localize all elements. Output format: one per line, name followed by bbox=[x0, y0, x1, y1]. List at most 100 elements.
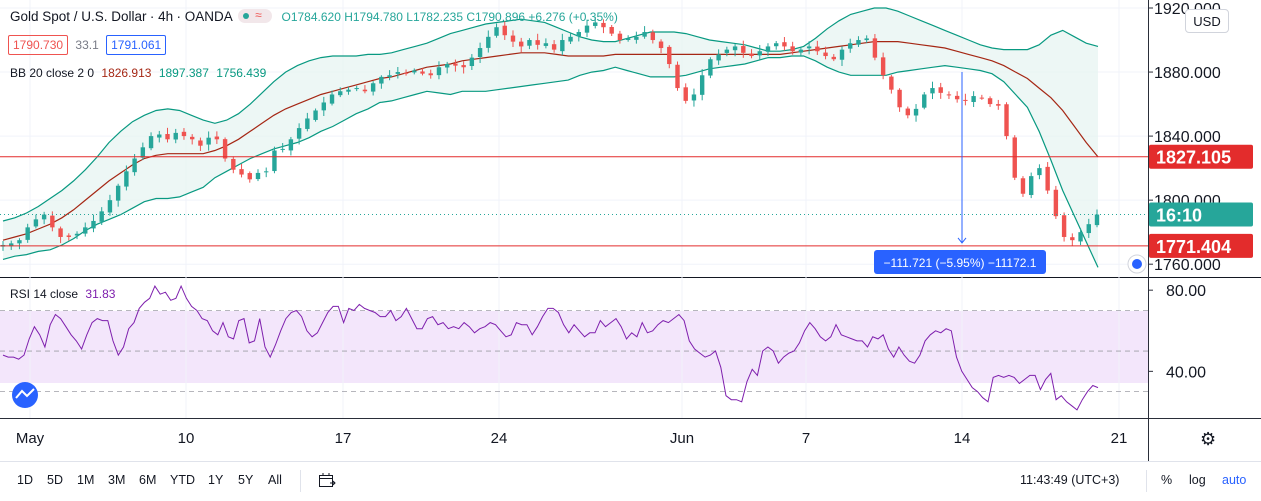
measure-label-bg[interactable] bbox=[874, 250, 1046, 274]
candle-body[interactable] bbox=[790, 46, 795, 52]
candle-body[interactable] bbox=[222, 139, 228, 159]
candle-body[interactable] bbox=[642, 32, 647, 37]
log-toggle[interactable]: log bbox=[1189, 473, 1206, 487]
candle-body[interactable] bbox=[864, 38, 869, 41]
candle-body[interactable] bbox=[132, 158, 137, 173]
candle-body[interactable] bbox=[593, 22, 598, 26]
candle-body[interactable] bbox=[231, 158, 236, 170]
candle-body[interactable] bbox=[905, 108, 911, 116]
candle-body[interactable] bbox=[99, 211, 104, 222]
candle-body[interactable] bbox=[189, 136, 195, 140]
sell-button[interactable]: 1790.730 bbox=[8, 35, 69, 55]
candle-body[interactable] bbox=[173, 132, 178, 140]
candles[interactable] bbox=[0, 16, 1100, 251]
candle-body[interactable] bbox=[806, 46, 812, 49]
candle-body[interactable] bbox=[913, 108, 919, 116]
candle-body[interactable] bbox=[17, 240, 22, 244]
symbol-name[interactable]: Gold Spot / U.S. Dollar bbox=[10, 9, 147, 24]
candle-body[interactable] bbox=[288, 139, 294, 151]
candle-body[interactable] bbox=[535, 40, 540, 45]
candle-body[interactable] bbox=[889, 76, 894, 90]
candle-body[interactable] bbox=[420, 71, 425, 74]
candle-body[interactable] bbox=[872, 38, 878, 58]
candle-body[interactable] bbox=[403, 72, 409, 74]
candle-body[interactable] bbox=[584, 25, 590, 33]
candle-body[interactable] bbox=[510, 35, 516, 42]
range-all[interactable]: All bbox=[268, 473, 282, 487]
candle-body[interactable] bbox=[741, 46, 746, 53]
candle-body[interactable] bbox=[115, 185, 121, 201]
candle-body[interactable] bbox=[1012, 137, 1017, 178]
candle-body[interactable] bbox=[650, 32, 656, 41]
candle-body[interactable] bbox=[1086, 224, 1091, 234]
candle-body[interactable] bbox=[1004, 104, 1009, 137]
candle-body[interactable] bbox=[58, 228, 63, 237]
date-range-icon[interactable] bbox=[318, 472, 336, 491]
candle-body[interactable] bbox=[576, 32, 581, 37]
buy-button[interactable]: 1791.061 bbox=[106, 35, 167, 55]
candle-body[interactable] bbox=[839, 49, 845, 60]
candle-body[interactable] bbox=[148, 136, 154, 149]
settings-gear-icon[interactable]: ⚙ bbox=[1200, 429, 1216, 450]
candle-body[interactable] bbox=[757, 51, 762, 56]
range-1m[interactable]: 1M bbox=[77, 473, 95, 487]
candle-body[interactable] bbox=[313, 110, 318, 120]
candle-body[interactable] bbox=[272, 150, 277, 172]
candle-body[interactable] bbox=[823, 52, 828, 57]
candle-body[interactable] bbox=[198, 140, 203, 146]
candle-body[interactable] bbox=[609, 27, 614, 34]
candle-body[interactable] bbox=[461, 65, 466, 68]
candle-body[interactable] bbox=[1020, 178, 1026, 194]
candle-body[interactable] bbox=[601, 22, 606, 28]
candle-body[interactable] bbox=[551, 44, 557, 50]
range-5y[interactable]: 5Y bbox=[238, 473, 254, 487]
candle-body[interactable] bbox=[922, 94, 927, 108]
bb-legend[interactable]: BB 20 close 2 0 1826.913 1897.387 1756.4… bbox=[10, 65, 266, 81]
candle-body[interactable] bbox=[264, 171, 269, 173]
candle-body[interactable] bbox=[765, 46, 771, 52]
candle-body[interactable] bbox=[329, 94, 335, 104]
candle-body[interactable] bbox=[699, 75, 705, 95]
candle-body[interactable] bbox=[181, 131, 187, 137]
candle-body[interactable] bbox=[527, 40, 532, 46]
candle-body[interactable] bbox=[74, 233, 80, 236]
clock-readout[interactable]: 11:43:49 (UTC+3) bbox=[1020, 473, 1120, 487]
candle-body[interactable] bbox=[280, 148, 285, 150]
candle-body[interactable] bbox=[255, 172, 261, 180]
candle-body[interactable] bbox=[165, 134, 170, 140]
candle-body[interactable] bbox=[971, 96, 976, 103]
candle-body[interactable] bbox=[412, 70, 417, 73]
candle-body[interactable] bbox=[815, 46, 820, 52]
candle-body[interactable] bbox=[996, 104, 1001, 106]
candle-body[interactable] bbox=[9, 243, 14, 247]
candle-body[interactable] bbox=[963, 99, 968, 101]
candle-body[interactable] bbox=[708, 59, 713, 76]
percent-toggle[interactable]: % bbox=[1161, 473, 1173, 487]
candle-body[interactable] bbox=[675, 64, 680, 89]
candle-body[interactable] bbox=[387, 75, 392, 78]
candle-body[interactable] bbox=[658, 41, 664, 49]
candle-body[interactable] bbox=[321, 102, 326, 111]
candle-body[interactable] bbox=[716, 54, 721, 61]
overlay[interactable]: 1827.105 16:10 1771.404 −111.721 (−5.95%) −… bbox=[12, 72, 1253, 450]
candle-body[interactable] bbox=[831, 56, 836, 60]
range-1y[interactable]: 1Y bbox=[208, 473, 224, 487]
horizontal-lines[interactable] bbox=[0, 156, 1148, 247]
candle-body[interactable] bbox=[66, 235, 72, 237]
candle-body[interactable] bbox=[41, 214, 47, 220]
visibility-toggle[interactable]: ≈ bbox=[238, 8, 273, 23]
candle-body[interactable] bbox=[1037, 168, 1042, 176]
candle-body[interactable] bbox=[395, 72, 401, 74]
candle-body[interactable] bbox=[1070, 237, 1075, 241]
candle-body[interactable] bbox=[346, 89, 351, 92]
candle-body[interactable] bbox=[625, 38, 631, 40]
candle-body[interactable] bbox=[25, 227, 30, 240]
candle-body[interactable] bbox=[494, 27, 499, 36]
candle-body[interactable] bbox=[880, 57, 886, 76]
candle-body[interactable] bbox=[634, 36, 639, 40]
candle-body[interactable] bbox=[560, 40, 565, 52]
range-5d[interactable]: 5D bbox=[47, 473, 63, 487]
candle-body[interactable] bbox=[338, 91, 343, 96]
candle-body[interactable] bbox=[354, 88, 359, 90]
